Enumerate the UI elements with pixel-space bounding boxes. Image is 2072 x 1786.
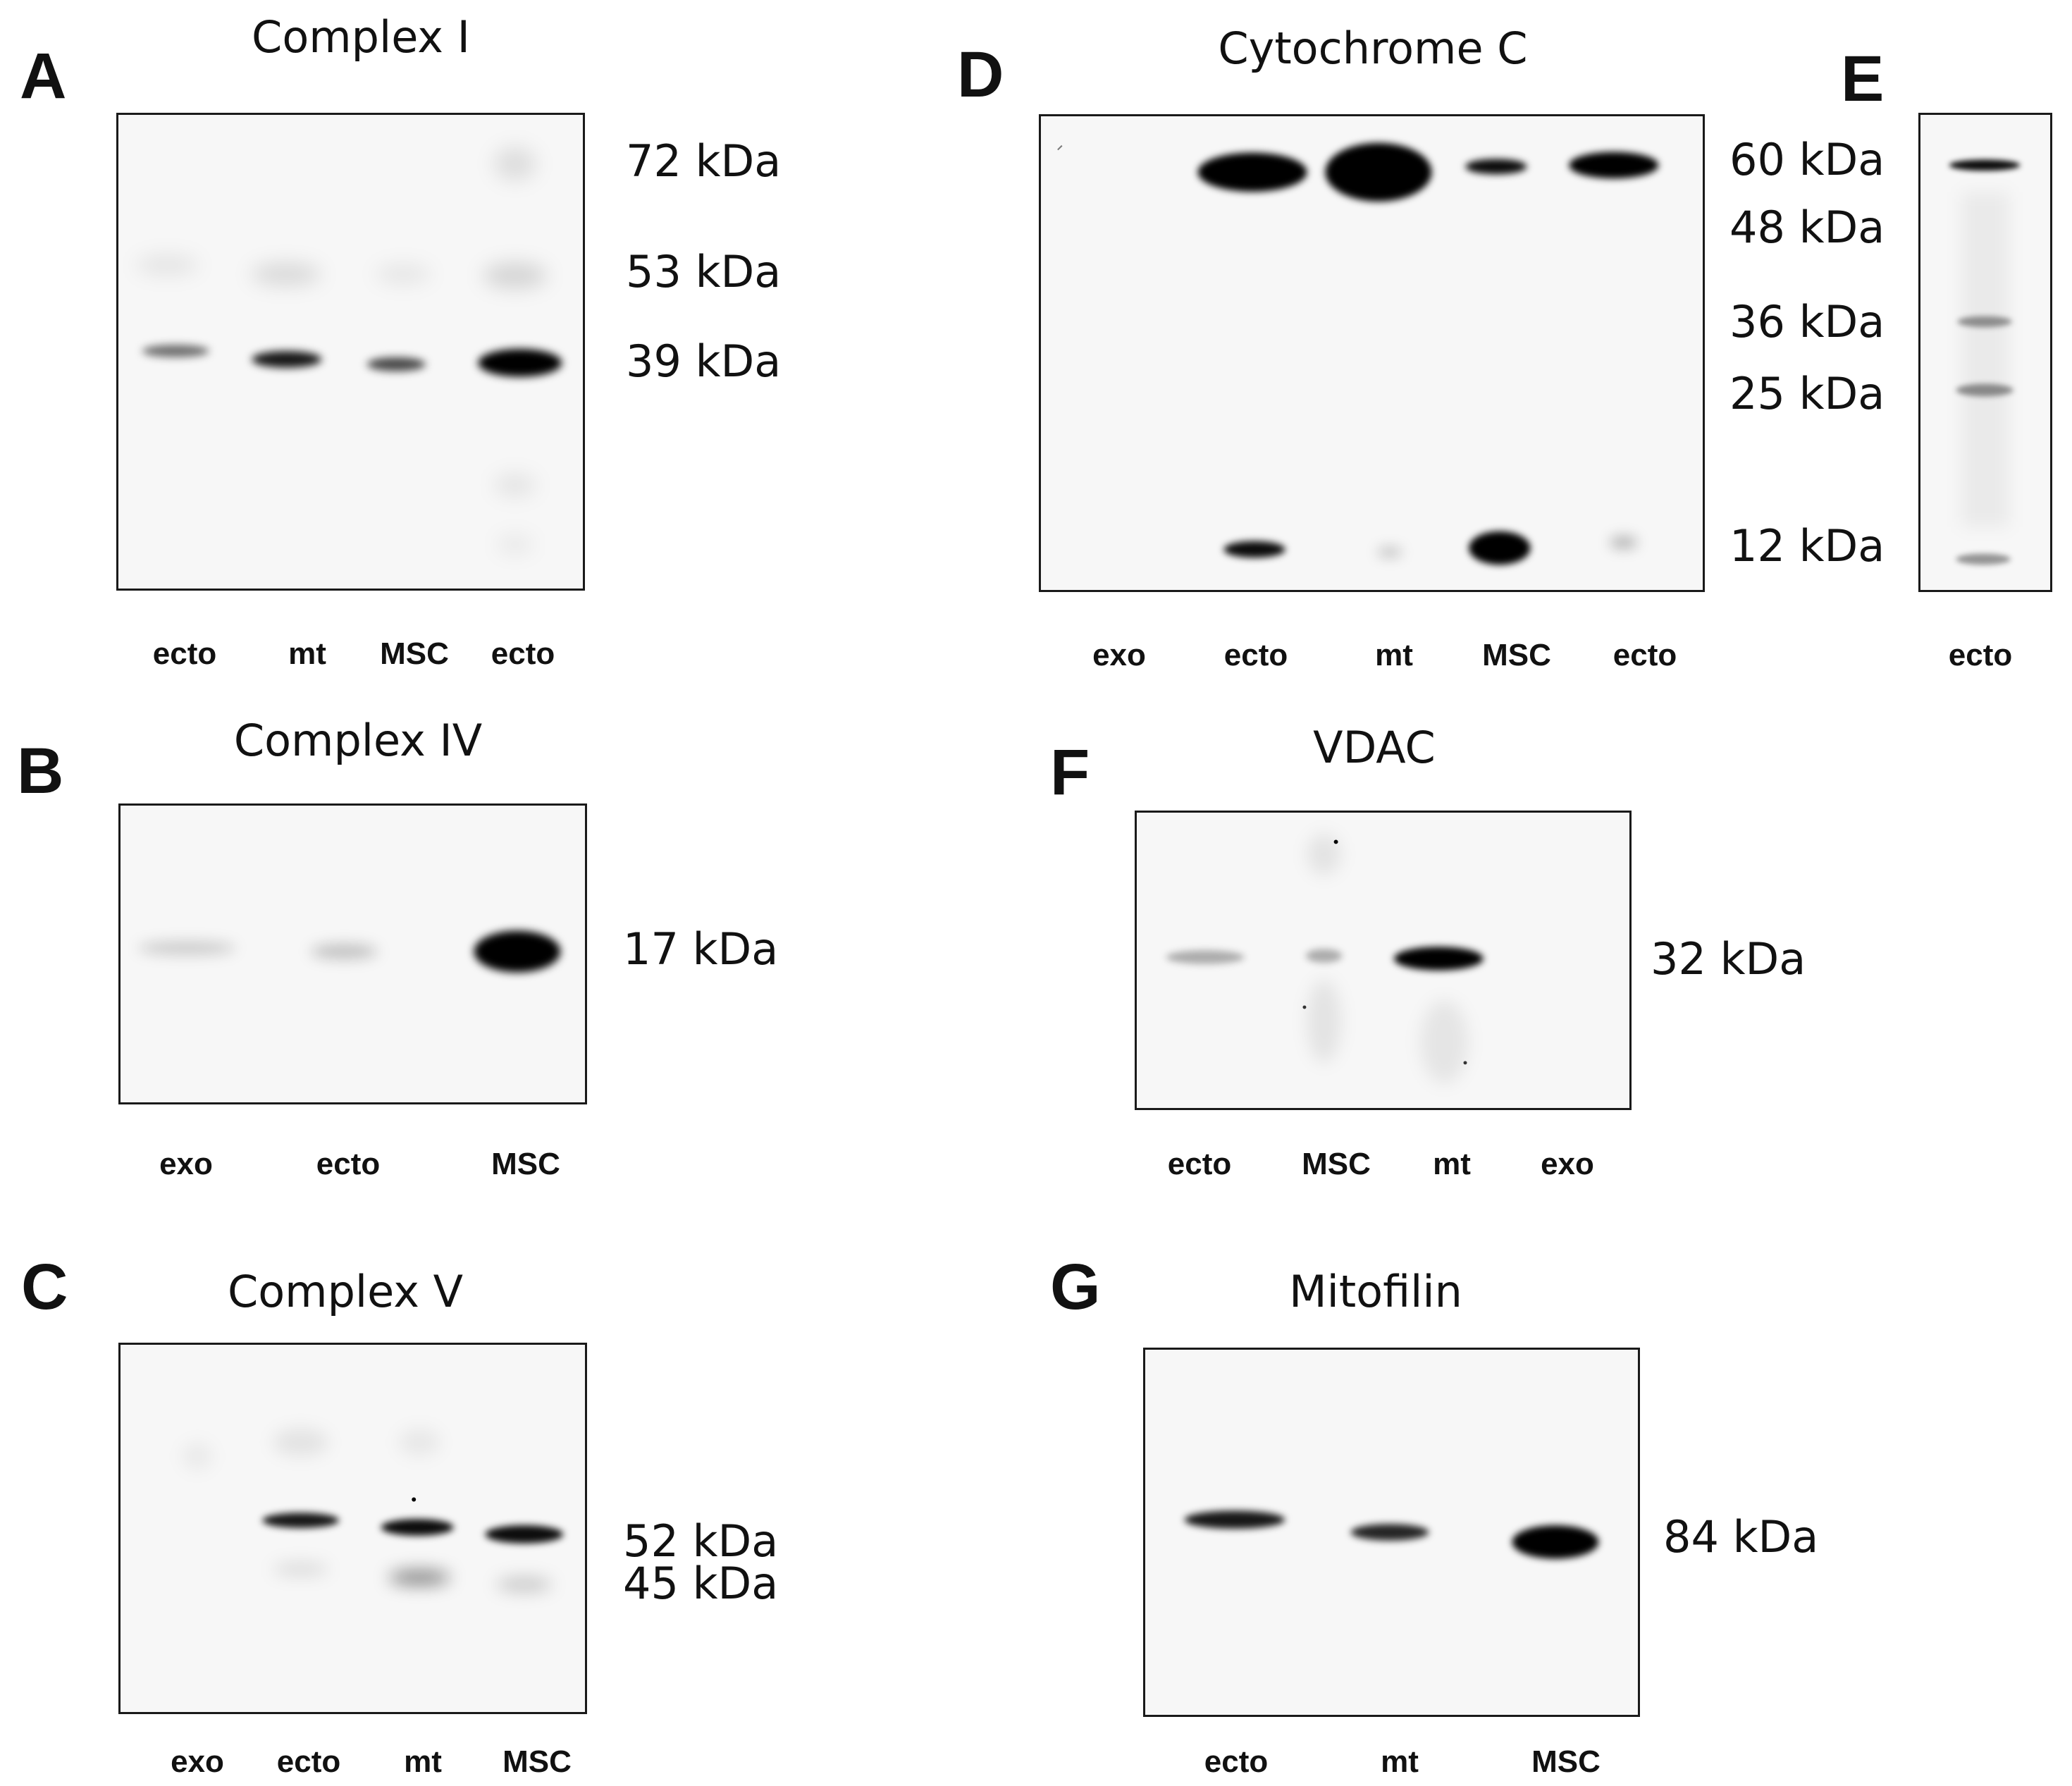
- panel-title: Complex IV: [233, 715, 483, 766]
- band-60kda-ecto-2: [1569, 152, 1659, 179]
- marker-32kda: 32 kDa: [1651, 933, 1806, 985]
- panel-title: Mitofilin: [1289, 1266, 1462, 1317]
- band-39kda-mt: [252, 351, 322, 368]
- smear: [1961, 192, 2009, 527]
- lane-label: ecto: [491, 636, 555, 671]
- lane-label: exo: [171, 1744, 224, 1779]
- blot-complex-i: [116, 113, 585, 591]
- lane-label: exo: [1092, 638, 1146, 672]
- blot-complex-v: [118, 1343, 587, 1714]
- lane-label: MSC: [1531, 1744, 1601, 1779]
- blot-image: [1166, 833, 1484, 1084]
- marker-53kda: 53 kDa: [626, 246, 782, 297]
- band-60kda-mt: [1325, 142, 1432, 202]
- band-17kda-msc: [474, 930, 561, 973]
- band-12kda-ecto-2: [1609, 535, 1638, 550]
- band-52kda-mt: [381, 1519, 454, 1536]
- blot-image: [182, 1428, 564, 1591]
- blot-complex-iv: [118, 803, 587, 1104]
- lane-label: exo: [1541, 1147, 1594, 1181]
- band-17kda-ecto: [310, 944, 378, 959]
- panel-letter: E: [1841, 43, 1885, 115]
- blot-image: [137, 930, 561, 973]
- lane-label: exo: [159, 1147, 213, 1181]
- lane-label: ecto: [1948, 638, 2013, 672]
- lane-label: ecto: [1167, 1147, 1232, 1181]
- marker-45kda: 45 kDa: [623, 1558, 779, 1609]
- lane-label: ecto: [1612, 638, 1677, 672]
- blot-mitofilin: [1143, 1348, 1640, 1717]
- panel-letter: F: [1050, 737, 1090, 808]
- band-39kda-msc: [366, 357, 426, 371]
- ladder-band-25kda: [1956, 383, 2014, 397]
- lane-label: mt: [288, 636, 326, 671]
- band-84kda-msc: [1512, 1525, 1599, 1559]
- panel-title: VDAC: [1313, 722, 1436, 773]
- band-32kda-ecto: [1166, 950, 1245, 964]
- panel-title: Complex V: [227, 1266, 464, 1317]
- marker-12kda: 12 kDa: [1729, 520, 1885, 572]
- blot-cytochrome-c: [1039, 114, 1705, 592]
- marker-60kda: 60 kDa: [1729, 134, 1885, 185]
- band-32kda-msc: [1305, 949, 1343, 963]
- band-39kda-ecto-2: [478, 349, 562, 377]
- band-45kda: [182, 1428, 553, 1591]
- marker-17kda: 17 kDa: [623, 923, 779, 975]
- marker-36kda: 36 kDa: [1729, 296, 1885, 347]
- lane-label: mt: [1375, 638, 1413, 672]
- marker-72kda: 72 kDa: [626, 135, 782, 187]
- blot-image: [1184, 1510, 1599, 1559]
- marker-84kda: 84 kDa: [1663, 1511, 1819, 1563]
- band-32kda-mt: [1393, 947, 1484, 971]
- blot-image: [1057, 142, 1659, 565]
- panel-letter: B: [17, 735, 64, 807]
- marker-39kda: 39 kDa: [626, 335, 782, 387]
- panel-title: Complex I: [252, 11, 470, 63]
- panel-letter: G: [1050, 1251, 1101, 1323]
- lane-label: MSC: [502, 1744, 572, 1779]
- band-84kda-ecto: [1184, 1510, 1285, 1529]
- band-17kda-exo: [137, 941, 236, 955]
- band-52kda-msc: [485, 1525, 564, 1544]
- band-12kda-mt: [1376, 546, 1402, 558]
- lane-label: ecto: [316, 1147, 381, 1181]
- band-53kda-faint: [135, 147, 548, 555]
- band-52kda-ecto: [262, 1513, 340, 1529]
- panel-letter: A: [20, 40, 67, 112]
- lane-label: mt: [1381, 1744, 1419, 1779]
- band-12kda-ecto: [1223, 541, 1285, 558]
- panel-letter: D: [957, 39, 1004, 111]
- marker-48kda: 48 kDa: [1729, 202, 1885, 253]
- lane-label: mt: [1433, 1147, 1471, 1181]
- lane-label: ecto: [276, 1744, 341, 1779]
- marker-52kda: 52 kDa: [623, 1515, 779, 1567]
- blot-image: [135, 147, 562, 555]
- blot-vdac: [1135, 811, 1632, 1110]
- panel-letter: C: [21, 1251, 68, 1323]
- lane-label: MSC: [491, 1147, 560, 1181]
- lane-label: MSC: [1302, 1147, 1371, 1181]
- lane-smear: [1307, 833, 1468, 1084]
- blot-image: [1949, 159, 2021, 565]
- band-60kda-msc: [1465, 159, 1527, 175]
- lane-label: MSC: [380, 636, 449, 671]
- ladder-band-36kda: [1957, 316, 2012, 328]
- lane-label: mt: [404, 1744, 442, 1779]
- lane-label: MSC: [1482, 638, 1551, 672]
- band-39kda-ecto: [142, 345, 209, 357]
- lane-label: ecto: [1223, 638, 1288, 672]
- band-60kda-ecto: [1197, 152, 1307, 192]
- band-12kda-msc: [1469, 531, 1531, 565]
- panel-title: Cytochrome C: [1218, 23, 1528, 74]
- blot-ladder: [1918, 113, 2052, 592]
- lane-label: ecto: [152, 636, 217, 671]
- lane-label: ecto: [1204, 1744, 1269, 1779]
- band-84kda-mt: [1350, 1524, 1429, 1541]
- ladder-band-12kda: [1956, 553, 2011, 565]
- ladder-band-60kda: [1949, 159, 2021, 171]
- marker-25kda: 25 kDa: [1729, 368, 1885, 419]
